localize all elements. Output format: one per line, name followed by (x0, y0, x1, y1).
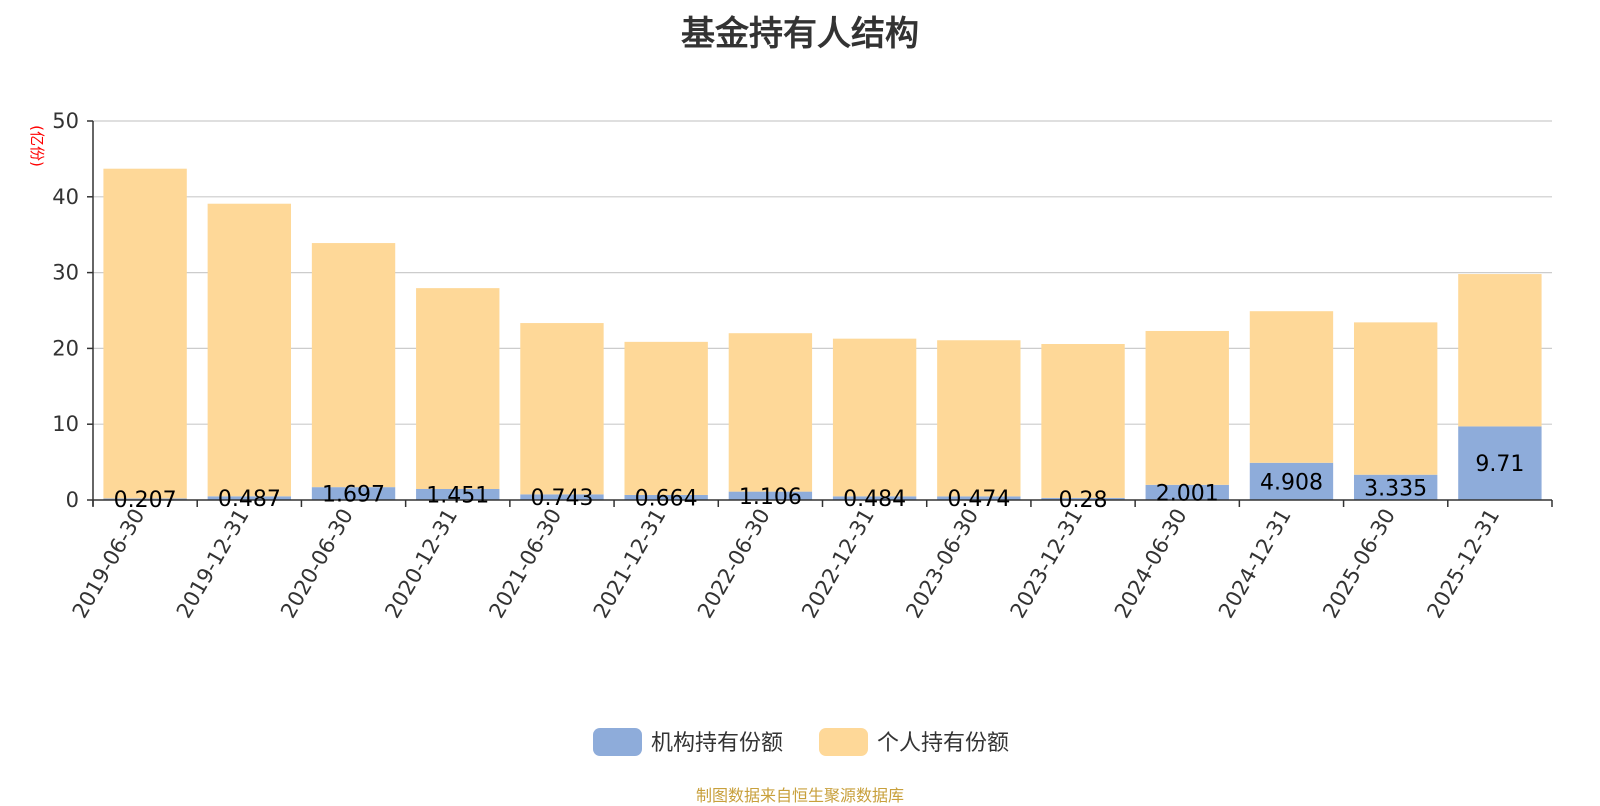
bar-institutional (103, 498, 187, 500)
bar-institutional (520, 494, 604, 500)
x-tick-label: 2021-06-30 (484, 505, 566, 623)
data-label-institutional: 4.908 (1260, 470, 1323, 495)
bar-individual (1353, 322, 1438, 475)
y-tick-label: 50 (52, 109, 79, 133)
source-footer: 制图数据来自恒生聚源数据库 (695, 786, 904, 805)
bar-individual (937, 340, 1021, 497)
data-label-institutional: 0.743 (530, 486, 593, 511)
data-label-institutional: 0.664 (635, 486, 698, 511)
bar-individual (520, 323, 604, 495)
chart-title: 基金持有人结构 (681, 14, 919, 54)
y-tick-label: 10 (52, 412, 79, 436)
data-label-institutional: 1.451 (426, 484, 489, 509)
x-tick-label: 2024-06-30 (1110, 505, 1192, 623)
bar-institutional (1041, 497, 1125, 500)
bar-institutional (832, 496, 917, 500)
data-label-institutional: 9.71 (1475, 452, 1524, 477)
data-label-institutional: 0.487 (218, 487, 281, 512)
bar-individual (1458, 274, 1542, 427)
legend-swatch (819, 728, 868, 756)
bar-individual (624, 341, 708, 495)
x-tick-label: 2025-06-30 (1318, 505, 1400, 623)
bar-individual (103, 168, 187, 499)
bar-institutional (624, 494, 708, 500)
legend-label: 机构持有份额 (651, 731, 783, 756)
bar-individual (1041, 344, 1125, 498)
x-tick-label: 2023-12-31 (1006, 505, 1088, 623)
bar-institutional (1145, 484, 1229, 500)
data-label-institutional: 3.335 (1364, 476, 1427, 501)
bar-institutional (207, 496, 292, 500)
bar-individual (207, 203, 292, 497)
bar-individual (728, 333, 813, 492)
y-tick-label: 30 (52, 261, 79, 285)
data-label-institutional: 0.28 (1059, 488, 1108, 513)
data-label-institutional: 1.697 (322, 483, 385, 508)
bar-institutional (311, 487, 396, 500)
x-tick-label: 2025-12-31 (1422, 505, 1504, 623)
y-tick-label: 20 (52, 336, 79, 360)
data-label-institutional: 0.474 (947, 487, 1010, 512)
bar-institutional (1353, 474, 1438, 500)
x-tick-label: 2019-12-31 (172, 505, 254, 623)
x-tick-label: 2022-06-30 (693, 505, 775, 623)
data-label-institutional: 0.207 (114, 488, 177, 513)
data-label-institutional: 0.484 (843, 487, 906, 512)
data-label-institutional: 1.106 (739, 485, 802, 510)
x-tick-label: 2021-12-31 (589, 505, 671, 623)
data-label-institutional: 2.001 (1156, 481, 1219, 506)
bar-institutional (728, 491, 813, 500)
x-tick-label: 2024-12-31 (1214, 505, 1296, 623)
bar-institutional (1458, 426, 1542, 500)
bar-institutional (416, 489, 500, 500)
y-tick-label: 40 (52, 185, 79, 209)
x-tick-label: 2020-12-31 (380, 505, 462, 623)
bar-individual (1249, 311, 1334, 463)
bar-individual (832, 338, 917, 497)
legend-label: 个人持有份额 (877, 731, 1009, 756)
bar-individual (311, 243, 396, 488)
x-tick-label: 2020-06-30 (276, 505, 358, 623)
x-tick-label: 2022-12-31 (797, 505, 879, 623)
bar-institutional (937, 496, 1021, 500)
y-axis-unit-label: (亿份) (28, 125, 46, 167)
x-tick-label: 2019-06-30 (68, 505, 150, 623)
bar-individual (416, 288, 500, 490)
bar-institutional (1249, 462, 1334, 500)
bar-individual (1145, 330, 1229, 485)
y-tick-label: 0 (66, 488, 79, 512)
legend-swatch (593, 728, 642, 756)
x-tick-label: 2023-06-30 (901, 505, 983, 623)
